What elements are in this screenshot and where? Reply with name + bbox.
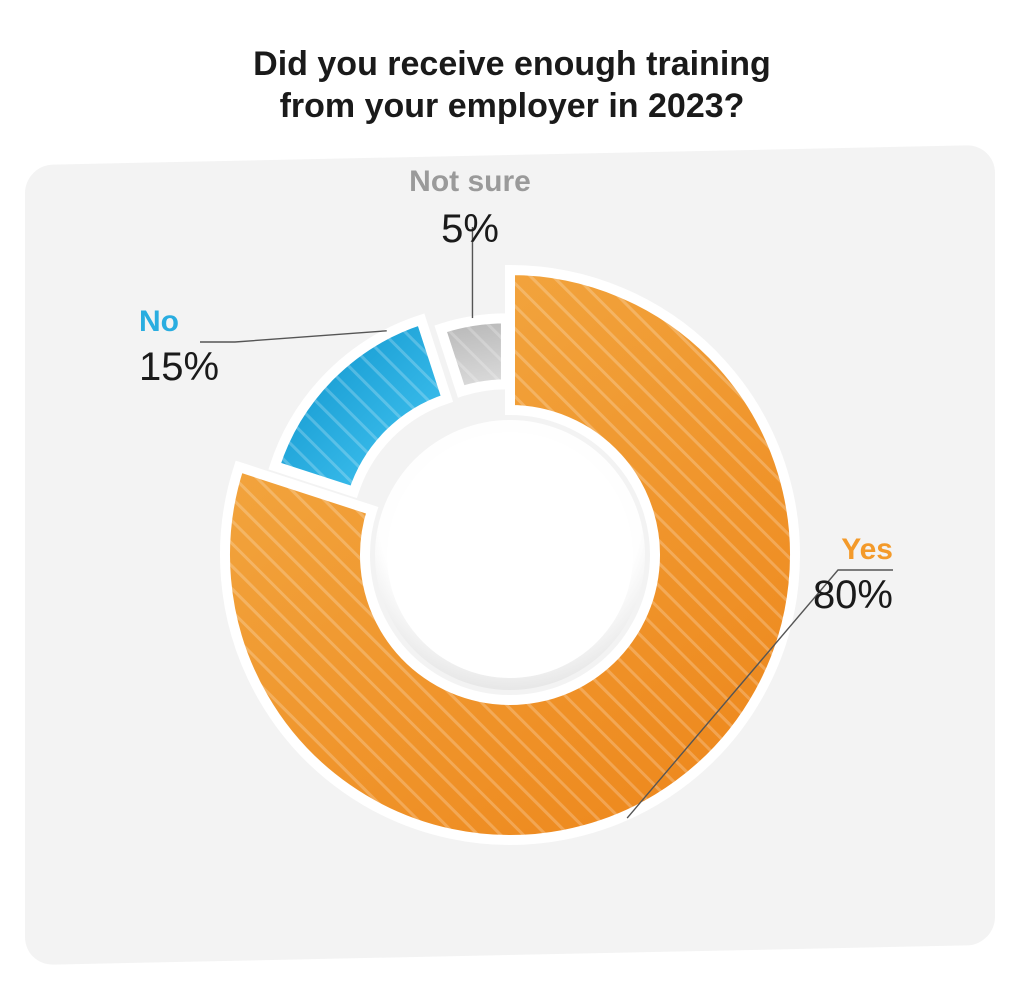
chart-title-line1: Did you receive enough training xyxy=(253,45,771,83)
slice-yes-value: 80% xyxy=(813,575,893,615)
donut-inner-disc xyxy=(387,432,633,678)
slice-notsure-value: 5% xyxy=(441,209,499,249)
slice-yes-label: Yes xyxy=(841,535,893,565)
slice-no-label: No xyxy=(139,307,179,337)
chart-title: Did you receive enough training from you… xyxy=(0,43,1024,128)
slice-notsure-label: Not sure xyxy=(409,167,531,197)
page: Did you receive enough training from you… xyxy=(0,0,1024,988)
chart-title-line2: from your employer in 2023? xyxy=(280,87,745,125)
slice-no-value: 15% xyxy=(139,347,219,387)
slice-not_sure xyxy=(441,318,506,391)
donut-chart: Yes 80% No 15% Not sure 5% xyxy=(25,135,995,955)
leader-no xyxy=(200,331,387,342)
